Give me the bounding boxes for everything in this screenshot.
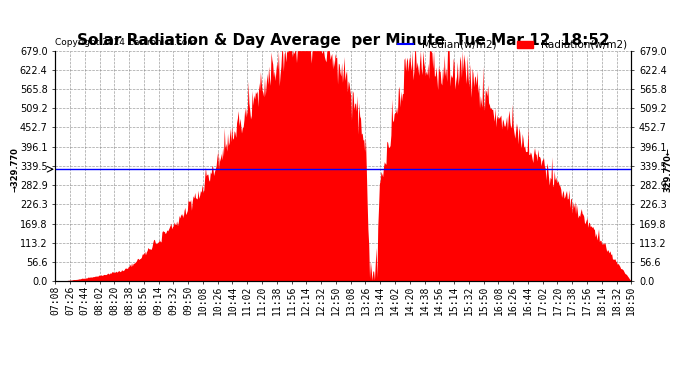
Legend: Median(w/m2), Radiation(w/m2): Median(w/m2), Radiation(w/m2): [393, 36, 631, 54]
Text: →329.770: →329.770: [10, 147, 19, 192]
Title: Solar Radiation & Day Average  per Minute  Tue Mar 12  18:52: Solar Radiation & Day Average per Minute…: [77, 33, 610, 48]
Text: Copyright 2024 Cartronics.com: Copyright 2024 Cartronics.com: [55, 38, 196, 47]
Text: 329.770←: 329.770←: [663, 147, 672, 192]
